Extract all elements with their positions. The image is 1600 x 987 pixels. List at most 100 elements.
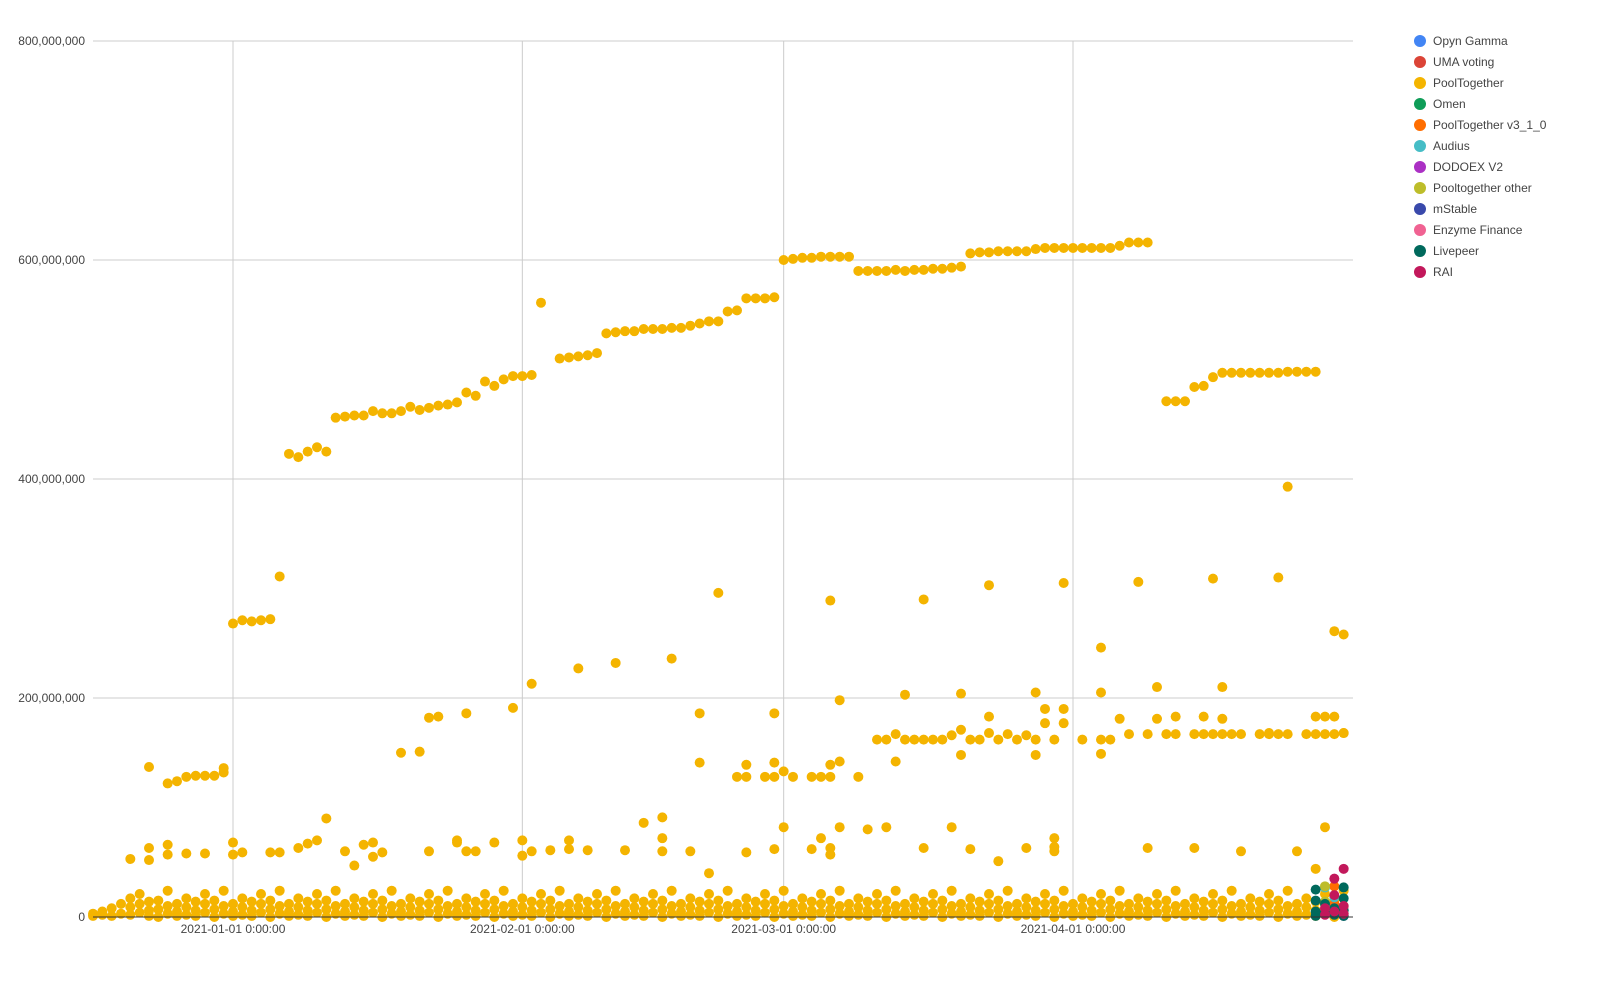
- data-point: [592, 907, 602, 918]
- data-point: [928, 898, 938, 909]
- data-point: [713, 316, 724, 327]
- data-point: [1021, 246, 1032, 257]
- data-point: [1310, 366, 1321, 377]
- data-point: [676, 898, 686, 909]
- legend-item[interactable]: RAI: [1414, 265, 1453, 279]
- data-point: [508, 906, 518, 917]
- data-point: [293, 452, 304, 463]
- data-point: [1086, 896, 1097, 907]
- legend-label: PoolTogether v3_1_0: [1433, 118, 1547, 132]
- data-point: [890, 729, 901, 740]
- data-point: [844, 898, 854, 909]
- data-point: [1264, 367, 1274, 378]
- data-point: [349, 902, 360, 913]
- legend-marker-icon: [1414, 266, 1426, 278]
- legend-item[interactable]: UMA voting: [1414, 55, 1494, 69]
- data-point: [1002, 729, 1013, 740]
- data-point: [1217, 713, 1228, 724]
- data-point: [312, 889, 322, 900]
- data-point: [1217, 895, 1228, 906]
- data-point: [452, 898, 462, 909]
- data-point: [405, 401, 416, 412]
- data-point: [844, 906, 854, 917]
- data-point: [620, 906, 630, 917]
- data-point: [1030, 687, 1041, 698]
- data-point: [218, 901, 229, 912]
- legend-label: mStable: [1433, 202, 1477, 216]
- data-point: [1058, 908, 1069, 919]
- data-point: [368, 889, 378, 900]
- data-point: [396, 898, 406, 909]
- data-point: [648, 898, 658, 909]
- data-point: [134, 898, 145, 909]
- data-point: [1170, 729, 1181, 740]
- data-point: [1282, 885, 1293, 896]
- series-pooltogether: [88, 237, 1349, 922]
- data-point: [1142, 237, 1153, 248]
- legend-label: Omen: [1433, 97, 1466, 111]
- data-point: [638, 905, 649, 916]
- data-point: [956, 906, 966, 917]
- data-point: [1236, 846, 1246, 857]
- legend-item[interactable]: PoolTogether v3_1_0: [1414, 118, 1547, 132]
- data-point: [984, 728, 994, 739]
- legend-marker-icon: [1414, 119, 1426, 131]
- data-point: [489, 837, 500, 848]
- data-point: [321, 813, 332, 824]
- data-point: [1161, 729, 1172, 740]
- data-point: [638, 817, 649, 828]
- legend-item[interactable]: Livepeer: [1414, 244, 1479, 258]
- data-point: [629, 326, 640, 337]
- data-point: [1049, 734, 1060, 745]
- data-point: [909, 734, 920, 745]
- data-point: [312, 835, 322, 846]
- data-point: [330, 412, 341, 423]
- data-point: [1292, 906, 1302, 917]
- data-point: [872, 734, 882, 745]
- data-point: [1198, 380, 1209, 391]
- data-point: [144, 761, 154, 772]
- legend-item[interactable]: Opyn Gamma: [1414, 34, 1508, 48]
- data-point: [1338, 893, 1349, 904]
- legend-marker-icon: [1414, 224, 1426, 236]
- legend-item[interactable]: Omen: [1414, 97, 1466, 111]
- data-point: [228, 898, 238, 909]
- data-point: [498, 374, 509, 385]
- data-point: [144, 855, 154, 866]
- data-point: [601, 895, 612, 906]
- data-point: [498, 908, 509, 919]
- data-point: [1142, 843, 1153, 854]
- y-tick-label: 200,000,000: [18, 691, 85, 705]
- data-point: [1282, 908, 1293, 919]
- data-point: [937, 904, 948, 915]
- data-point: [237, 902, 248, 913]
- data-point: [274, 901, 285, 912]
- legend-item[interactable]: DODOEX V2: [1414, 160, 1503, 174]
- data-point: [461, 902, 472, 913]
- data-point: [937, 895, 948, 906]
- data-point: [1254, 905, 1265, 916]
- data-point: [218, 908, 229, 919]
- legend-item[interactable]: mStable: [1414, 202, 1477, 216]
- data-point: [1217, 904, 1228, 915]
- legend-item[interactable]: Enzyme Finance: [1414, 223, 1523, 237]
- data-point: [872, 889, 882, 900]
- data-point: [517, 893, 528, 904]
- data-point: [853, 893, 864, 904]
- data-point: [1189, 382, 1200, 393]
- data-point: [1096, 907, 1106, 918]
- legend-item[interactable]: PoolTogether: [1414, 76, 1504, 90]
- data-point: [601, 904, 612, 915]
- data-point: [694, 896, 705, 907]
- data-point: [648, 889, 658, 900]
- data-point: [1245, 367, 1256, 378]
- data-point: [816, 898, 826, 909]
- data-point: [545, 904, 556, 915]
- data-point: [1236, 729, 1246, 740]
- data-point: [424, 898, 434, 909]
- legend-item[interactable]: Pooltogether other: [1414, 181, 1532, 195]
- data-point: [536, 889, 546, 900]
- data-point: [722, 901, 733, 912]
- data-point: [1002, 885, 1013, 896]
- legend-item[interactable]: Audius: [1414, 139, 1470, 153]
